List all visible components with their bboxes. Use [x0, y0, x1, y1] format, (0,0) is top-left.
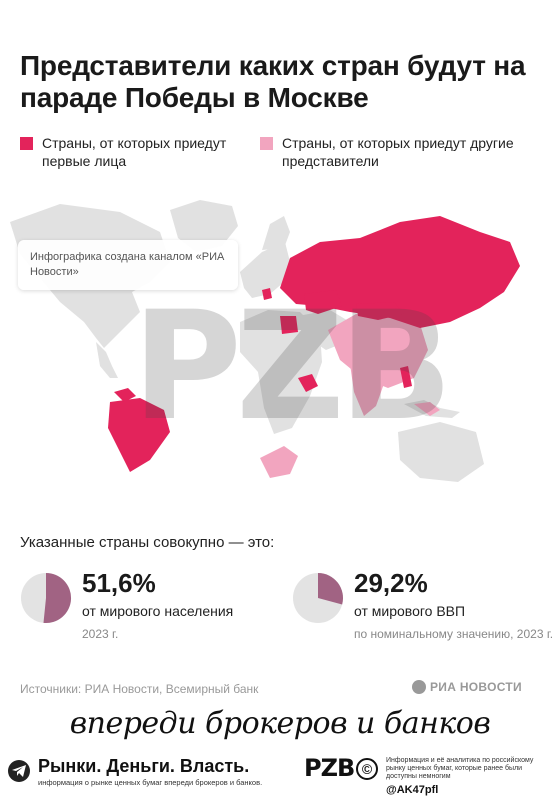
map-country-brazil: [108, 398, 170, 472]
map-country-venezuela: [114, 388, 136, 402]
ria-logo: РИА НОВОСТИ: [412, 680, 522, 694]
footer-info: Информация и её аналитика по российскому…: [386, 757, 534, 780]
map-country-ethiopia: [298, 374, 318, 392]
map-land-scandinavia: [262, 216, 290, 250]
legend-label-first-leaders: Страны, от которых приедут первые лица: [42, 135, 227, 169]
telegram-plane-icon: [12, 765, 26, 777]
map-land-central-america: [96, 342, 118, 378]
map-country-russia: [280, 216, 520, 328]
population-note: 2023 г.: [82, 627, 119, 641]
sources: Источники: РИА Новости, Всемирный банк: [20, 682, 259, 696]
gdp-label: от мирового ВВП: [354, 603, 466, 619]
channel-subtitle: информация о рынке ценных бумаг впереди …: [38, 778, 263, 787]
pie-population: [21, 573, 72, 623]
channel-handle[interactable]: @AK47pfl: [386, 784, 439, 796]
pie-gdp-slice: [318, 573, 343, 605]
ria-logo-text: РИА НОВОСТИ: [430, 680, 522, 694]
map-country-serbia: [262, 288, 272, 300]
legend-other-reps: Страны, от которых приедут другие предст…: [260, 134, 540, 170]
map-country-southeast-asia-islands: [414, 402, 440, 416]
map-country-vietnam: [400, 366, 412, 388]
map-country-southern-africa: [260, 446, 298, 478]
legend-swatch-first-leaders: [20, 137, 33, 150]
rzb-logo: РZВ: [304, 754, 355, 782]
population-label: от мирового населения: [82, 603, 234, 619]
channel-brand[interactable]: Рынки. Деньги. Власть.: [38, 756, 250, 776]
watermark-logo: РZВ: [132, 280, 453, 454]
pie-population-slice: [43, 573, 72, 623]
legend-swatch-other-reps: [260, 137, 273, 150]
page-title: Представители каких стран будут на парад…: [20, 50, 526, 113]
legend-label-other-reps: Страны, от которых приедут другие предст…: [282, 135, 514, 169]
legend-first-leaders: Страны, от которых приедут первые лица: [20, 134, 250, 170]
map-land-greenland: [170, 200, 238, 252]
map-country-mongolia: [356, 302, 404, 320]
map-land-australia: [398, 422, 484, 482]
map-credit: Инфографика создана каналом «РИА Новости…: [18, 240, 238, 290]
footer: Рынки. Деньги. Власть. информация о рынк…: [0, 754, 560, 800]
pie-gdp: [293, 573, 343, 623]
map-country-kazakhstan: [304, 290, 342, 314]
gdp-note: по номинальному значению, 2023 г.: [354, 627, 554, 641]
stats-heading: Указанные страны совокупно — это:: [20, 534, 275, 551]
gdp-value: 29,2%: [354, 568, 428, 598]
slogan: впереди брокеров и банков: [69, 706, 491, 741]
map-country-india: [350, 362, 386, 416]
map-first-leaders: [108, 216, 520, 472]
map-land-europe: [240, 242, 290, 298]
telegram-icon[interactable]: [8, 760, 30, 782]
copyright-icon: ©: [356, 758, 378, 780]
map-country-egypt: [280, 316, 298, 334]
population-value: 51,6%: [82, 568, 156, 598]
ria-logo-icon: [412, 680, 426, 694]
map-land-africa: [240, 310, 322, 434]
